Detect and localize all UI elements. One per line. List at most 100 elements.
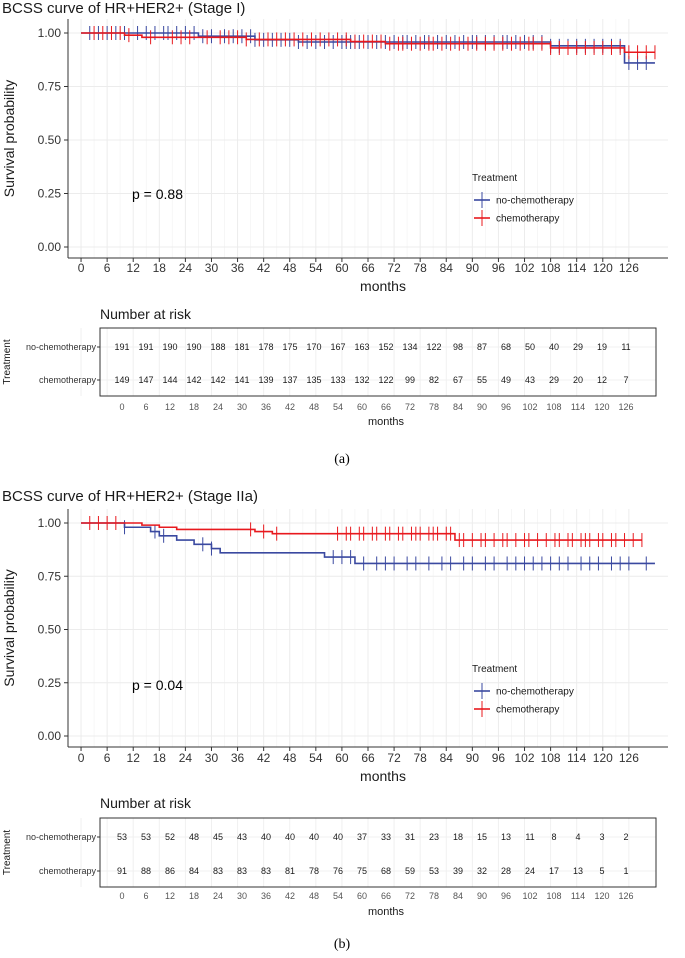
- risk-count: 144: [162, 375, 177, 385]
- p-value: p = 0.04: [132, 677, 183, 693]
- risk-x-tick-label: 126: [618, 891, 633, 901]
- risk-x-tick-label: 84: [453, 891, 463, 901]
- risk-table-frame: [99, 327, 657, 397]
- y-tick-label: 0.50: [38, 623, 62, 637]
- x-tick-label: 126: [619, 751, 639, 765]
- risk-x-tick-label: 54: [333, 402, 343, 412]
- x-tick-label: 72: [387, 751, 401, 765]
- risk-count: 142: [186, 375, 201, 385]
- x-tick-label: 72: [387, 261, 401, 275]
- risk-count: 191: [138, 342, 153, 352]
- risk-count: 13: [573, 866, 583, 876]
- risk-count: 132: [354, 375, 369, 385]
- figure-caption: (a): [334, 452, 350, 467]
- chart-title: BCSS curve of HR+HER2+ (Stage IIa): [2, 488, 258, 505]
- risk-count: 78: [309, 866, 319, 876]
- risk-count: 99: [405, 375, 415, 385]
- risk-count: 84: [189, 866, 199, 876]
- risk-x-tick-label: 0: [119, 402, 124, 412]
- risk-x-tick-label: 24: [213, 402, 223, 412]
- x-tick-label: 120: [593, 261, 613, 275]
- x-tick-label: 6: [104, 261, 111, 275]
- x-tick-label: 108: [541, 261, 561, 275]
- risk-x-tick-label: 48: [309, 402, 319, 412]
- risk-x-tick-label: 114: [571, 402, 585, 412]
- y-tick-label: 1.00: [38, 26, 62, 40]
- risk-count: 8: [551, 832, 556, 842]
- x-tick-label: 54: [309, 751, 323, 765]
- x-tick-label: 24: [179, 751, 193, 765]
- y-axis-title: Survival probability: [1, 569, 17, 687]
- risk-x-tick-label: 0: [119, 891, 124, 901]
- x-tick-label: 102: [515, 751, 535, 765]
- risk-count: 40: [333, 832, 343, 842]
- risk-count: 59: [405, 866, 415, 876]
- gridlines: [68, 19, 668, 258]
- risk-count: 3: [599, 832, 604, 842]
- x-tick-label: 60: [335, 261, 349, 275]
- risk-count: 40: [261, 832, 271, 842]
- x-tick-label: 126: [619, 261, 639, 275]
- risk-count: 55: [477, 375, 487, 385]
- risk-count: 28: [501, 866, 511, 876]
- risk-x-axis-title: months: [368, 416, 405, 428]
- legend-label-chemotherapy: chemotherapy: [496, 214, 559, 225]
- risk-count: 11: [525, 832, 534, 842]
- risk-row-label: no-chemotherapy: [26, 832, 97, 842]
- risk-count: 141: [234, 375, 249, 385]
- risk-count: 91: [117, 866, 127, 876]
- y-tick-label: 0.75: [38, 80, 62, 94]
- x-tick-label: 12: [127, 751, 141, 765]
- km-panel-a: BCSS curve of HR+HER2+ (Stage I) 1.00 0.75…: [1, 0, 668, 467]
- risk-x-tick-label: 78: [429, 402, 439, 412]
- x-tick-label: 30: [205, 751, 219, 765]
- risk-count: 29: [549, 375, 559, 385]
- risk-x-tick-label: 60: [357, 402, 367, 412]
- x-tick-label: 30: [205, 261, 219, 275]
- gridlines: [68, 509, 668, 747]
- risk-table-frame: [99, 817, 657, 888]
- risk-x-tick-label: 108: [546, 891, 561, 901]
- risk-count: 5: [599, 866, 604, 876]
- risk-count: 40: [285, 832, 295, 842]
- risk-count: 68: [501, 342, 511, 352]
- x-tick-label: 102: [515, 261, 535, 275]
- risk-x-tick-label: 90: [477, 402, 487, 412]
- risk-count: 152: [378, 342, 393, 352]
- risk-y-axis-title: Treatment: [2, 339, 13, 384]
- p-value: p = 0.88: [132, 186, 183, 202]
- risk-count: 48: [189, 832, 199, 842]
- y-tick-label: 0.25: [38, 187, 62, 201]
- risk-x-tick-label: 42: [285, 891, 295, 901]
- x-tick-label: 60: [335, 751, 349, 765]
- risk-count: 88: [141, 866, 151, 876]
- risk-y-axis-title: Treatment: [2, 830, 13, 875]
- y-tick-label: 0.00: [38, 729, 62, 743]
- x-tick-label: 96: [492, 751, 506, 765]
- risk-count: 31: [405, 832, 415, 842]
- risk-x-tick-label: 6: [143, 402, 148, 412]
- risk-count: 75: [357, 866, 367, 876]
- chart-title: BCSS curve of HR+HER2+ (Stage I): [2, 0, 245, 17]
- risk-count: 15: [477, 832, 487, 842]
- risk-count: 45: [213, 832, 223, 842]
- x-tick-label: 114: [567, 751, 586, 765]
- risk-count: 11: [621, 342, 630, 352]
- risk-x-tick-label: 54: [333, 891, 343, 901]
- risk-x-tick-label: 66: [381, 402, 391, 412]
- x-tick-label: 114: [567, 261, 586, 275]
- risk-count: 190: [186, 342, 201, 352]
- risk-count: 175: [282, 342, 297, 352]
- risk-count: 135: [306, 375, 321, 385]
- risk-x-tick-label: 6: [143, 891, 148, 901]
- risk-count: 134: [402, 342, 417, 352]
- risk-row-label: chemotherapy: [39, 375, 97, 385]
- risk-count: 67: [453, 375, 463, 385]
- risk-count: 147: [138, 375, 153, 385]
- survival-curve-no-chemotherapy: [81, 522, 655, 565]
- x-tick-label: 66: [361, 261, 375, 275]
- y-tick-label: 0.75: [38, 569, 62, 583]
- risk-count: 188: [210, 342, 225, 352]
- x-tick-label: 6: [104, 751, 111, 765]
